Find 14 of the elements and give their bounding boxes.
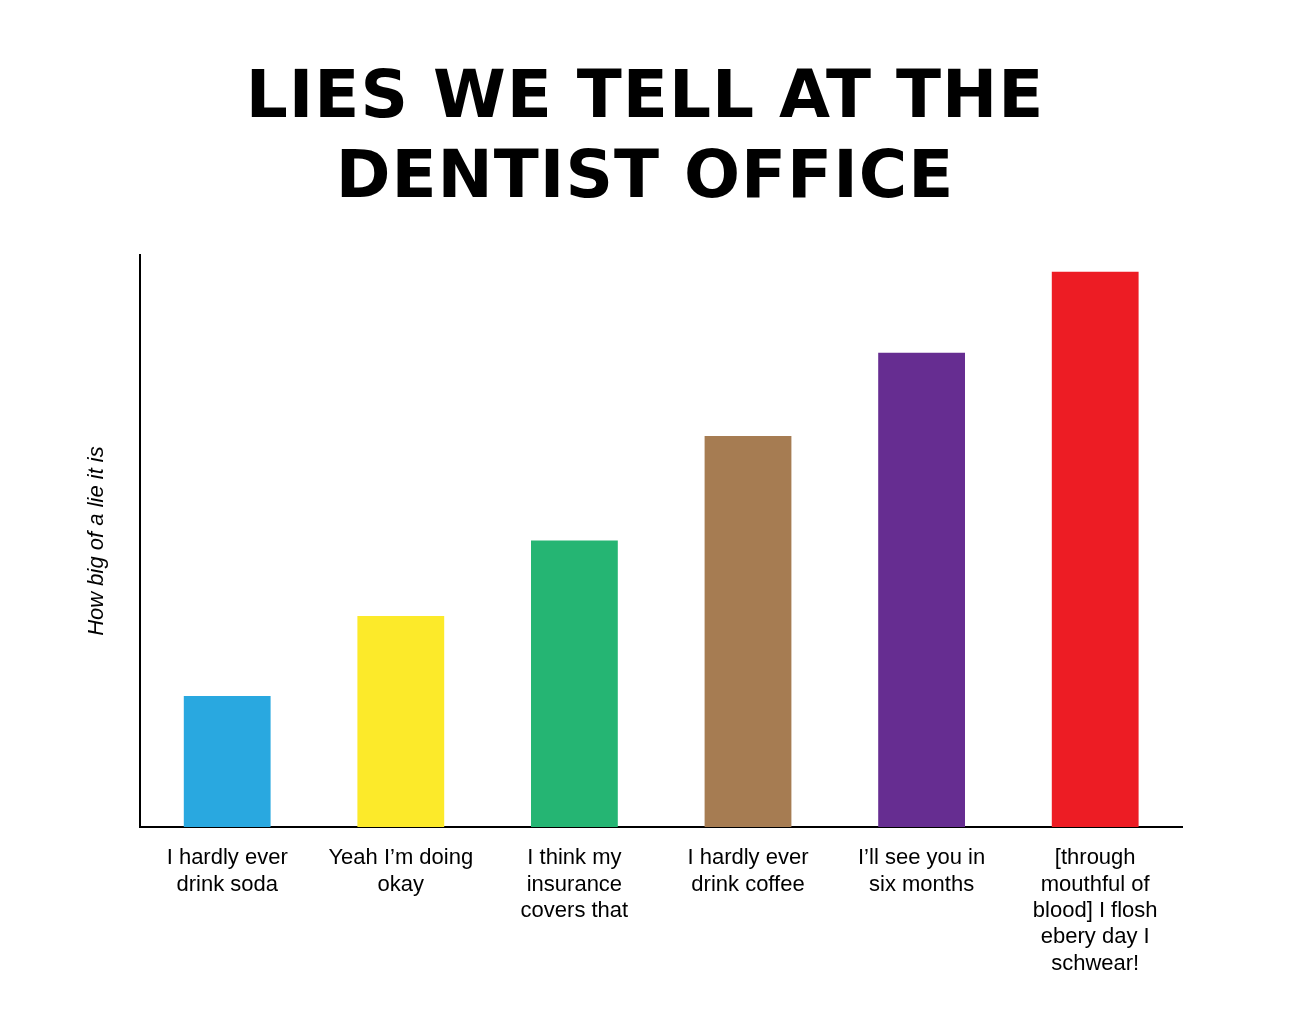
bar — [531, 540, 618, 827]
chart-title: LIES WE TELL AT THE DENTIST OFFICE — [244, 55, 1046, 215]
bar — [1051, 271, 1139, 827]
x-tick-label: I think my insurance covers that — [520, 844, 629, 923]
x-tick-label: [through mouthful of blood] I flosh ebery day I schwear! — [1032, 844, 1158, 975]
x-tick-label: I hardly ever drink soda — [166, 844, 288, 896]
x-tick-label: Yeah I’m doing okay — [328, 844, 474, 896]
y-axis-title: How big of a lie it is — [83, 446, 109, 636]
bar — [704, 436, 792, 827]
bar — [183, 695, 271, 827]
x-tick-label: I hardly ever drink coffee — [687, 844, 809, 896]
x-tick-label: I’ll see you in six months — [858, 844, 986, 896]
bar — [878, 352, 965, 827]
bar — [357, 615, 445, 827]
